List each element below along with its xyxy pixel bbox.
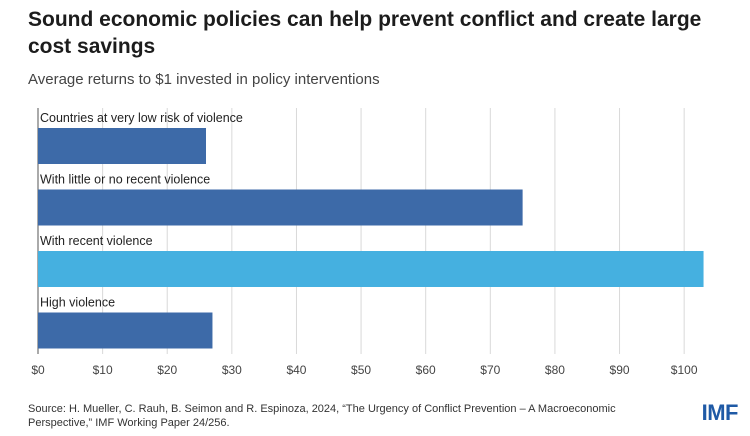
chart-subtitle: Average returns to $1 invested in policy… bbox=[28, 71, 380, 88]
x-tick-label: $20 bbox=[157, 363, 177, 377]
category-labels: Countries at very low risk of violence Wi… bbox=[40, 111, 243, 310]
x-tick-label: $50 bbox=[351, 363, 371, 377]
x-tick-label: $70 bbox=[480, 363, 500, 377]
imf-logo: IMF bbox=[701, 400, 739, 425]
x-tick-label: $0 bbox=[31, 363, 45, 377]
x-tick-label: $40 bbox=[286, 363, 306, 377]
category-label: Countries at very low risk of violence bbox=[40, 111, 243, 125]
x-tick-label: $10 bbox=[93, 363, 113, 377]
bar bbox=[38, 251, 704, 287]
x-tick-label: $90 bbox=[610, 363, 630, 377]
x-tick-label: $100 bbox=[671, 363, 698, 377]
category-label: With little or no recent violence bbox=[40, 173, 210, 187]
category-label: High violence bbox=[40, 296, 115, 310]
bars bbox=[38, 128, 704, 349]
x-tick-label: $80 bbox=[545, 363, 565, 377]
bar bbox=[38, 128, 206, 164]
category-label: With recent violence bbox=[40, 234, 153, 248]
x-tick-label: $60 bbox=[416, 363, 436, 377]
bar bbox=[38, 189, 523, 226]
source-note: Source: H. Mueller, C. Rauh, B. Seimon a… bbox=[28, 403, 616, 429]
x-axis-ticks: $0 $10 $20 $30 $40 $50 $60 $70 $80 $90 $100 bbox=[31, 363, 698, 377]
chart-title: Sound economic policies can help prevent… bbox=[28, 8, 702, 58]
x-tick-label: $30 bbox=[222, 363, 242, 377]
bar bbox=[38, 312, 213, 349]
